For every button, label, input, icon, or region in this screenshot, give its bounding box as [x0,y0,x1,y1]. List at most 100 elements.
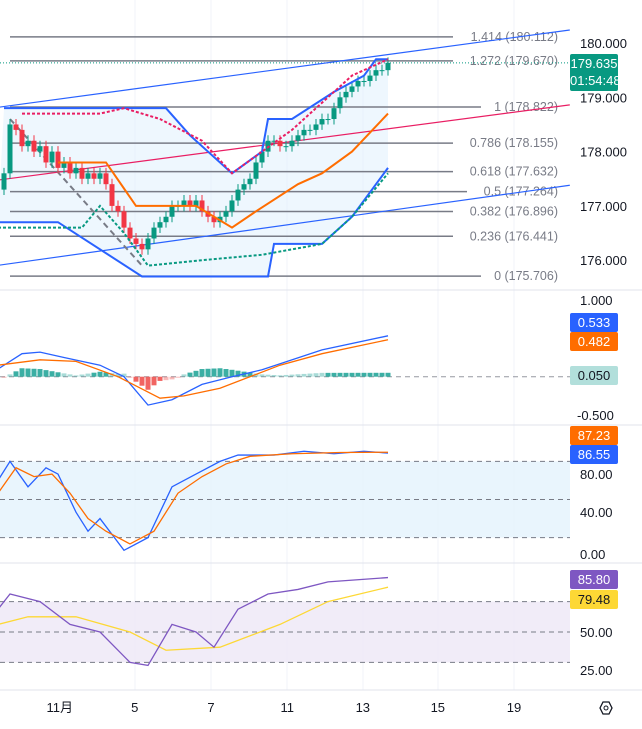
lower-dashed-line [0,172,389,267]
macd-histogram-bar [1,376,7,378]
macd-histogram-bar [217,368,223,377]
candle [115,205,121,212]
candle [325,119,331,121]
candle [337,97,343,109]
time-axis-label: 19 [507,700,521,715]
candle [223,211,229,217]
candle [235,189,241,201]
candle [349,86,355,92]
macd-histogram-bar [139,376,145,386]
rsi-ma-badge: 79.48 [570,590,618,609]
candle [37,146,43,152]
macd-histogram-bar [43,370,49,377]
macd-histogram-bar [7,374,13,377]
macd-histogram-bar [169,376,175,380]
macd-histogram-bar [199,369,205,377]
signal-line [0,339,389,399]
macd-histogram-bar [181,374,187,377]
macd-histogram-bar [211,368,217,377]
macd-histogram-bar [229,369,235,377]
candle [259,151,265,163]
candle [295,135,301,141]
macd-histogram-bar [331,372,337,377]
macd-histogram-bar [79,374,85,377]
fib-level-label: 1 (178.822) [494,100,558,114]
macd-histogram-bar [247,372,253,377]
candle [343,91,349,98]
macd-histogram-bar [61,373,67,377]
trend-line-red [0,104,570,181]
candle [193,200,199,206]
candle [145,238,151,250]
candle [361,81,367,83]
macd-histogram-bar [49,371,55,377]
time-axis-label: 15 [431,700,445,715]
candle [283,146,289,148]
stoch-axis-label: 80.00 [580,467,613,482]
rsi-ma-line [0,586,389,651]
macd-histogram-bar [193,370,199,377]
macd-histogram-bar [91,372,97,377]
macd-histogram-bar [283,374,289,377]
macd-histogram-bar [13,371,19,377]
macd-histogram-bar [337,372,343,377]
candle [121,211,127,228]
macd-histogram-bar [67,374,73,377]
stoch-k-line [0,450,389,552]
fib-level-label: 0.786 (178.155) [470,136,558,150]
macd-histogram-bar [307,373,313,377]
macd-histogram-bar [145,376,151,390]
macd-histogram-bar [157,376,163,381]
macd-histogram-bar [175,376,181,378]
candle [331,108,337,120]
rsi-axis-label: 25.00 [580,663,613,678]
macd-histogram-bar [37,369,43,377]
candle [127,227,133,239]
candle [307,129,313,131]
candle [85,173,91,179]
candle [97,173,103,179]
candle [91,173,97,179]
candle [367,75,373,82]
macd-histogram-bar [259,374,265,377]
macd-line [0,335,389,406]
candle [355,81,361,87]
stoch-axis-label: 40.00 [580,505,613,520]
price-axis-label: 178.000 [580,145,627,160]
candle [109,184,115,206]
upper-dashed-line [22,58,389,175]
time-axis-label: 7 [207,700,214,715]
candle [313,124,319,130]
rsi-value-badge: 85.80 [570,570,618,589]
stoch-axis-label: 0.00 [580,547,605,562]
histogram-value-badge: 0.050 [570,366,618,385]
macd-histogram-bar [97,371,103,377]
macd-histogram-bar [325,372,331,377]
candle [211,216,217,223]
fib-level-label: 0 (175.706) [494,269,558,283]
price-axis-label: 177.000 [580,199,627,214]
time-axis-label: 13 [356,700,370,715]
candle [79,167,85,179]
macd-histogram-bar [73,375,79,377]
macd-histogram-bar [343,372,349,377]
candle [253,162,259,179]
candle [151,227,157,239]
macd-histogram-bar [31,368,37,377]
candle [199,200,205,212]
macd-value-badge: 0.533 [570,313,618,332]
settings-icon[interactable] [599,701,613,715]
candle [7,124,13,174]
macd-histogram-bar [223,369,229,377]
channel-lower-line [0,167,389,278]
macd-histogram-bar [349,372,355,377]
macd-histogram-bar [127,376,133,378]
candle [169,205,175,217]
candle [289,140,295,147]
candle [157,222,163,228]
candle [61,162,67,168]
candle [229,200,235,212]
settings-icon-center [603,705,609,711]
